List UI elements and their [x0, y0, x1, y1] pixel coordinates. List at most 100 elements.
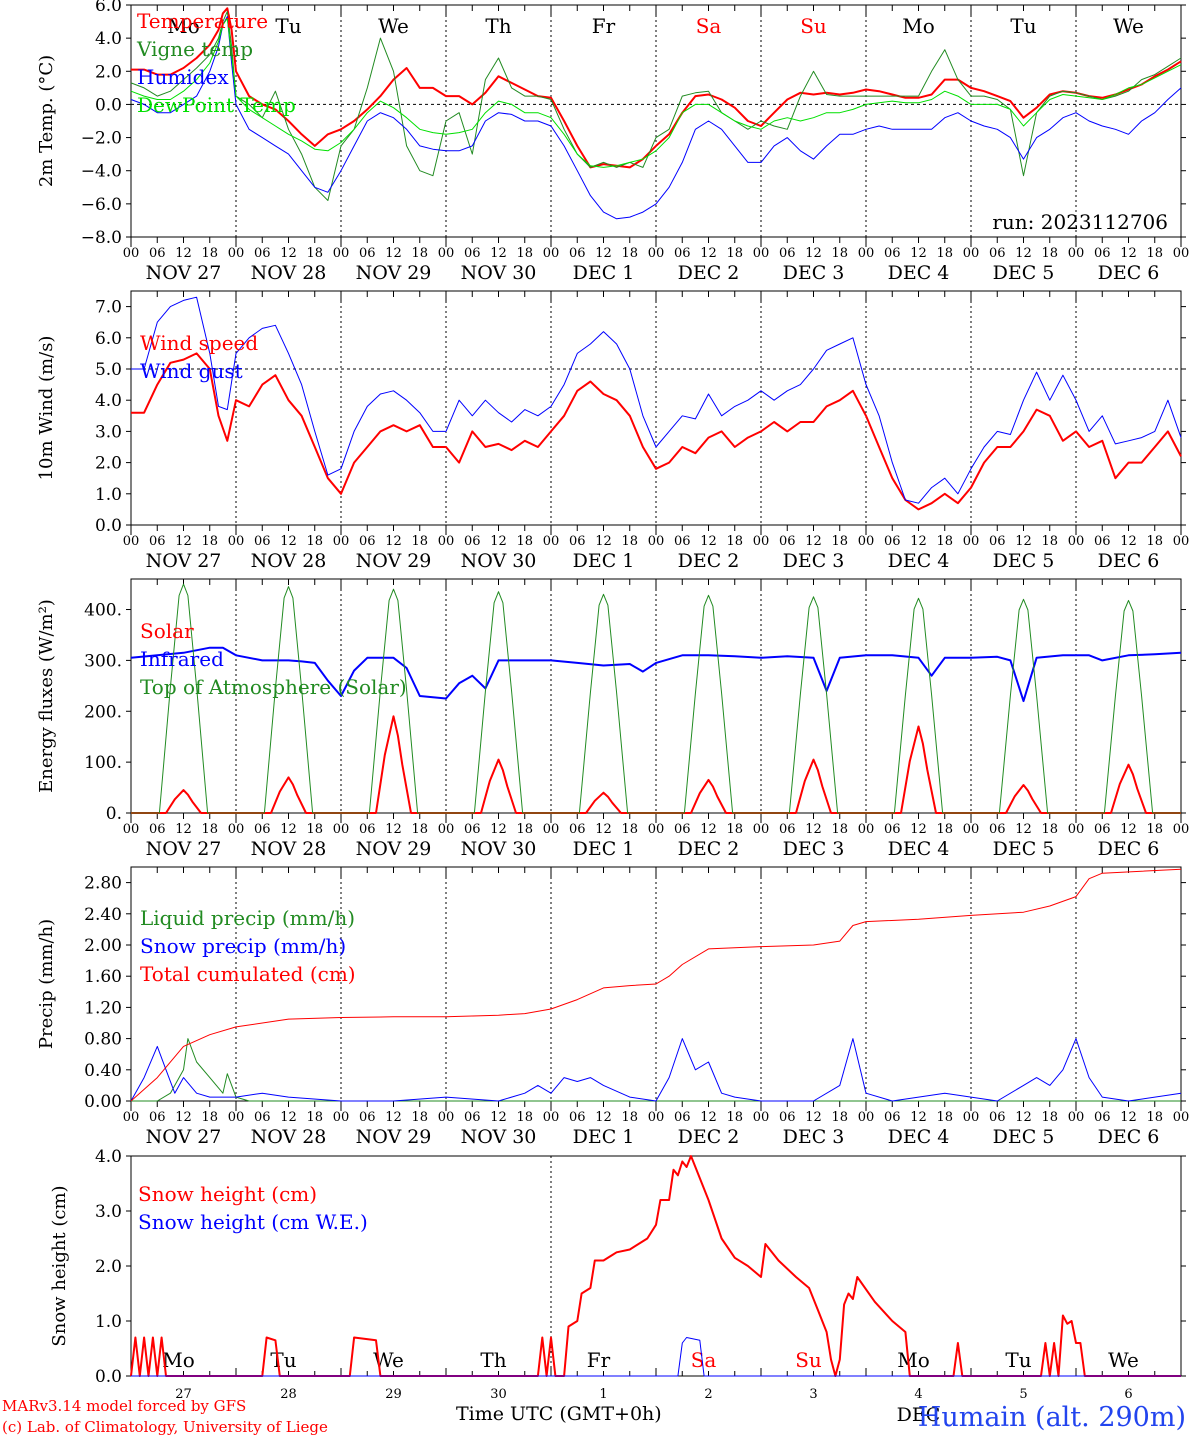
series-line-liquid-precip-mm-h- — [131, 1038, 1181, 1102]
hour-tick-label: 12 — [175, 246, 192, 261]
hour-tick-label: 18 — [1041, 246, 1058, 261]
day-label: DEC 4 — [888, 838, 950, 860]
day-label: NOV 30 — [461, 550, 537, 572]
panel-energy: 0. 100. 200. 300. 400. Energy fluxes (W/m²) 00… — [36, 578, 1189, 860]
hour-tick-label: 06 — [464, 1110, 481, 1125]
series-line-top-of-atmosphere-solar- — [131, 583, 1181, 814]
day-label: DEC 3 — [783, 838, 845, 860]
hour-tick-label: 06 — [1094, 1110, 1111, 1125]
hour-tick-label: 12 — [910, 1110, 927, 1125]
y-tick-label: 4.0 — [95, 391, 122, 411]
y-tick-label: 2.40 — [84, 905, 122, 925]
hour-tick-label: 12 — [385, 534, 402, 549]
day-label: DEC 6 — [1098, 1126, 1160, 1148]
y-tick-label: 0. — [106, 804, 122, 824]
y-tick-label: 0.0 — [95, 1367, 122, 1387]
hour-tick-label: 12 — [1015, 822, 1032, 837]
y-tick-label: 2.0 — [95, 62, 122, 82]
hour-tick-label: 06 — [1094, 822, 1111, 837]
hour-tick-label: 06 — [884, 246, 901, 261]
y-tick-label: 3.0 — [95, 422, 122, 442]
hour-tick-label: 12 — [910, 822, 927, 837]
snow-day-number: 3 — [809, 1387, 817, 1402]
hour-tick-label: 00 — [123, 534, 140, 549]
hour-tick-label: 12 — [490, 246, 507, 261]
legend-entry: Wind gust — [140, 359, 243, 383]
hour-tick-label: 00 — [753, 1110, 770, 1125]
hour-tick-label: 06 — [149, 822, 166, 837]
hour-tick-label: 00 — [438, 534, 455, 549]
hour-tick-label: 06 — [569, 822, 586, 837]
hour-tick-label: 18 — [516, 534, 533, 549]
hour-tick-label: 00 — [858, 246, 875, 261]
hour-tick-label: 06 — [884, 822, 901, 837]
hour-tick-label: 06 — [989, 822, 1006, 837]
hour-tick-label: 00 — [333, 1110, 350, 1125]
y-tick-label: 7.0 — [95, 298, 122, 318]
y-tick-label: 200. — [84, 702, 122, 722]
weekday-label: Mo — [897, 1348, 930, 1372]
panel-wind: 0.0 1.0 2.0 3.0 4.0 5.0 6.0 7.0 10m Wind (m/s) 00… — [36, 290, 1189, 572]
day-label: NOV 29 — [356, 262, 432, 284]
series-line-dewpoint-temp — [130, 17, 1182, 168]
hour-tick-label: 12 — [385, 246, 402, 261]
hour-tick-label: 00 — [963, 534, 980, 549]
weekday-label: Fr — [587, 1348, 611, 1372]
hour-tick-label: 06 — [149, 246, 166, 261]
hour-tick-label: 06 — [1094, 534, 1111, 549]
hour-tick-label: 18 — [621, 534, 638, 549]
hour-tick-label: 12 — [1120, 246, 1137, 261]
hour-tick-label: 06 — [779, 822, 796, 837]
y-tick-label: −4.0 — [81, 162, 122, 182]
hour-tick-label: 00 — [228, 822, 245, 837]
day-label: NOV 28 — [251, 1126, 327, 1148]
y-tick-label: 2.0 — [95, 454, 122, 474]
hour-tick-label: 12 — [280, 246, 297, 261]
hour-tick-label: 00 — [438, 822, 455, 837]
hour-tick-label: 06 — [359, 246, 376, 261]
hour-tick-label: 06 — [254, 822, 271, 837]
hour-tick-label: 18 — [201, 1110, 218, 1125]
hour-tick-label: 18 — [936, 534, 953, 549]
hour-tick-label: 12 — [805, 822, 822, 837]
hour-tick-label: 00 — [333, 822, 350, 837]
hour-tick-label: 18 — [621, 822, 638, 837]
weekday-label: Tu — [1005, 1348, 1031, 1372]
day-label: NOV 30 — [461, 262, 537, 284]
hour-tick-label: 18 — [831, 822, 848, 837]
hour-tick-label: 12 — [700, 534, 717, 549]
hour-tick-label: 00 — [858, 1110, 875, 1125]
hour-tick-label: 18 — [516, 1110, 533, 1125]
hour-tick-label: 06 — [674, 822, 691, 837]
hour-tick-label: 00 — [333, 534, 350, 549]
day-label: DEC 6 — [1098, 262, 1160, 284]
hour-tick-label: 18 — [831, 246, 848, 261]
hour-tick-label: 18 — [1041, 822, 1058, 837]
weekday-label: Tu — [275, 14, 301, 38]
hour-tick-label: 06 — [464, 534, 481, 549]
day-label: NOV 29 — [356, 1126, 432, 1148]
y-tick-label: 400. — [84, 601, 122, 621]
hour-tick-label: 12 — [700, 822, 717, 837]
series-line-wind-speed — [131, 352, 1182, 511]
hour-tick-label: 06 — [989, 534, 1006, 549]
day-label: NOV 30 — [461, 838, 537, 860]
weekday-label: Mo — [902, 14, 935, 38]
weekday-label: We — [378, 14, 409, 38]
hour-tick-label: 06 — [254, 246, 271, 261]
weekday-label: We — [1108, 1348, 1139, 1372]
snow-day-number: 2 — [704, 1387, 712, 1402]
y-tick-label: 0.0 — [95, 95, 122, 115]
hour-tick-label: 00 — [753, 534, 770, 549]
y-axis-label: Energy fluxes (W/m²) — [36, 599, 57, 793]
day-label: DEC 6 — [1098, 550, 1160, 572]
day-label: DEC 1 — [573, 1126, 635, 1148]
hour-tick-label: 18 — [1146, 822, 1163, 837]
hour-tick-label: 12 — [490, 1110, 507, 1125]
hour-tick-label: 00 — [858, 822, 875, 837]
y-tick-label: 0.0 — [95, 516, 122, 536]
day-label: DEC 5 — [993, 1126, 1055, 1148]
legend-entry: Total cumulated (cm) — [140, 962, 356, 986]
hour-tick-label: 12 — [1015, 1110, 1032, 1125]
hour-tick-label: 12 — [595, 534, 612, 549]
